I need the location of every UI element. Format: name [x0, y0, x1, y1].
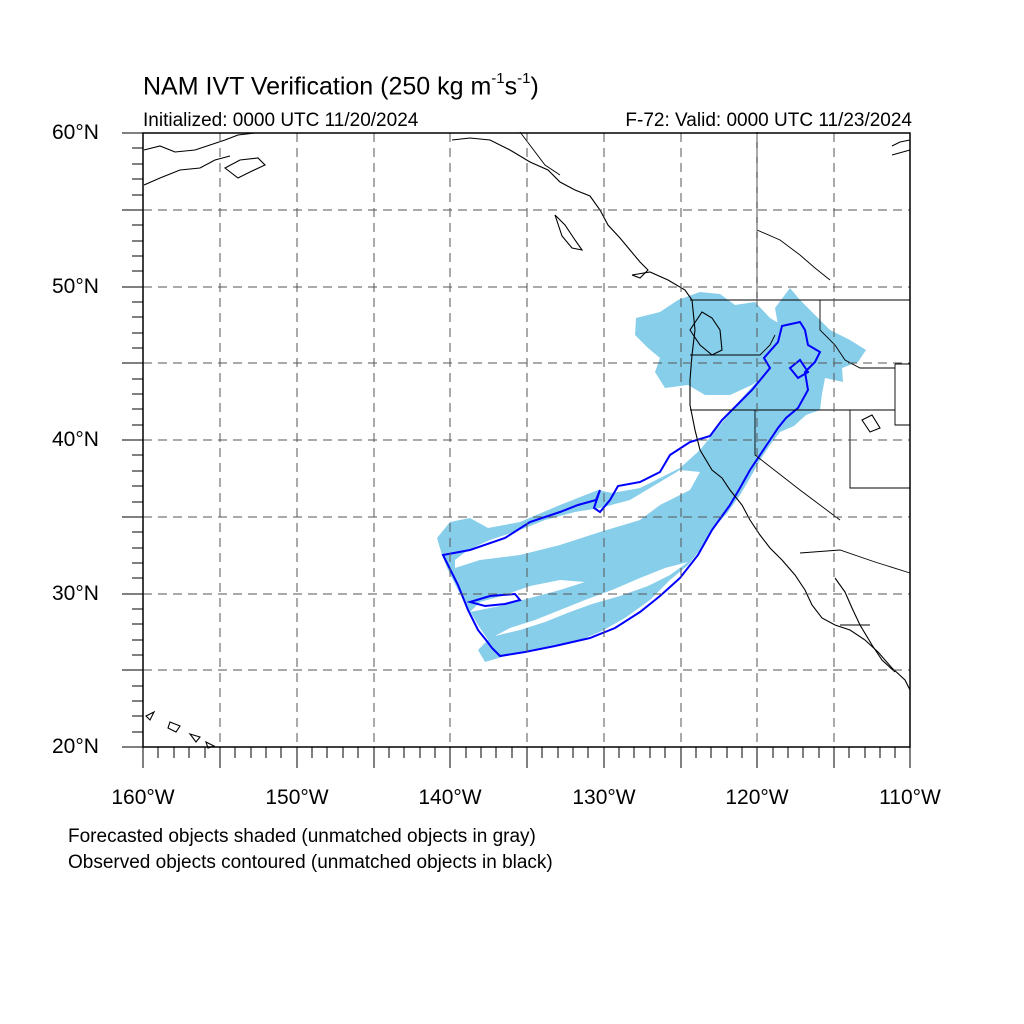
axis-ticks [122, 132, 911, 768]
lat-label-20: 20°N [52, 735, 99, 758]
lat-label-30: 30°N [52, 582, 99, 605]
forecast-object [437, 288, 866, 662]
map-title: NAM IVT Verification (250 kg m-1s-1) [143, 70, 539, 101]
lon-label-160w: 160°W [111, 786, 175, 809]
lat-label-50: 50°N [52, 275, 99, 298]
lon-label-140w: 140°W [418, 786, 482, 809]
lat-label-40: 40°N [52, 428, 99, 451]
graticule [143, 133, 910, 747]
footnote-observed: Observed objects contoured (unmatched ob… [68, 852, 553, 873]
footnote-forecast: Forecasted objects shaded (unmatched obj… [68, 826, 536, 847]
valid-time: F-72: Valid: 0000 UTC 11/23/2024 [625, 110, 912, 131]
lon-label-150w: 150°W [265, 786, 329, 809]
lon-label-130w: 130°W [572, 786, 636, 809]
lon-label-110w: 110°W [879, 786, 941, 809]
lon-label-120w: 120°W [725, 786, 789, 809]
coastlines [143, 132, 911, 749]
lat-label-60: 60°N [52, 121, 99, 144]
initialized-time: Initialized: 0000 UTC 11/20/2024 [143, 110, 419, 131]
